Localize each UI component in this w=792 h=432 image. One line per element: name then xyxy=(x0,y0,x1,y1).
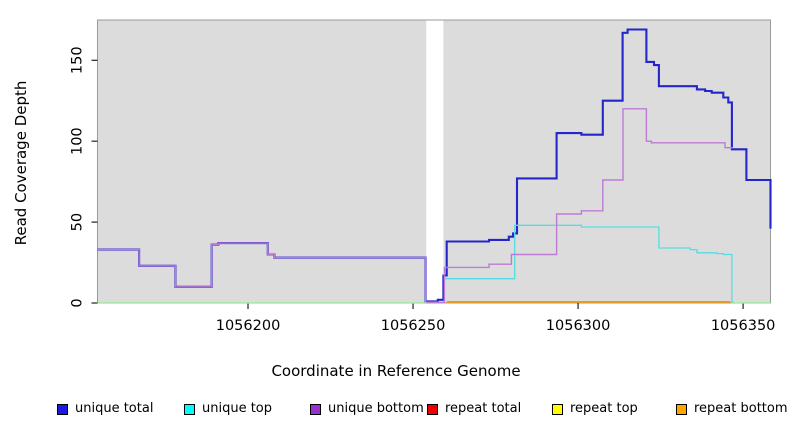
legend-item-unique-bottom: unique bottom xyxy=(310,402,424,416)
legend-item-repeat-bottom: repeat bottom xyxy=(676,402,788,416)
legend-item-unique-total: unique total xyxy=(57,402,153,416)
legend-label: unique top xyxy=(202,401,273,416)
series-unique-top-line xyxy=(443,224,734,303)
legend-label: unique bottom xyxy=(328,401,424,416)
legend-label: repeat total xyxy=(445,401,522,416)
repeat-top-swatch-icon xyxy=(552,403,563,415)
unique-top-swatch-icon xyxy=(184,403,195,415)
legend: unique total unique top unique bottom re… xyxy=(0,402,792,422)
legend-label: unique total xyxy=(75,401,154,416)
legend-item-repeat-top: repeat top xyxy=(552,402,638,416)
y-tick-label: 100 xyxy=(70,127,86,155)
x-axis-title-text: Coordinate in Reference Genome xyxy=(271,362,521,380)
legend-label: repeat top xyxy=(570,401,638,416)
series-unique-bottom-line xyxy=(97,108,734,303)
repeat-bottom-swatch-icon xyxy=(676,403,687,415)
y-tick-label: 0 xyxy=(70,298,86,307)
legend-label: repeat bottom xyxy=(694,401,788,416)
legend-item-unique-top: unique top xyxy=(184,402,272,416)
repeat-total-swatch-icon xyxy=(427,403,438,415)
unique-total-swatch-icon xyxy=(57,403,68,415)
gap-band xyxy=(426,20,444,303)
plot-border xyxy=(97,19,771,304)
x-tick-label: 1056250 xyxy=(381,318,446,334)
x-tick-label: 1056350 xyxy=(711,318,776,334)
unique-bottom-swatch-icon xyxy=(310,403,321,415)
x-tick-label: 1056200 xyxy=(216,318,281,334)
x-axis-title: Coordinate in Reference Genome xyxy=(0,362,792,380)
legend-item-repeat-total: repeat total xyxy=(427,402,521,416)
x-tick-label: 1056300 xyxy=(546,318,611,334)
y-tick-label: 50 xyxy=(70,213,86,231)
y-tick-label: 150 xyxy=(70,46,86,74)
y-axis-title: Read Coverage Depth xyxy=(12,80,30,246)
